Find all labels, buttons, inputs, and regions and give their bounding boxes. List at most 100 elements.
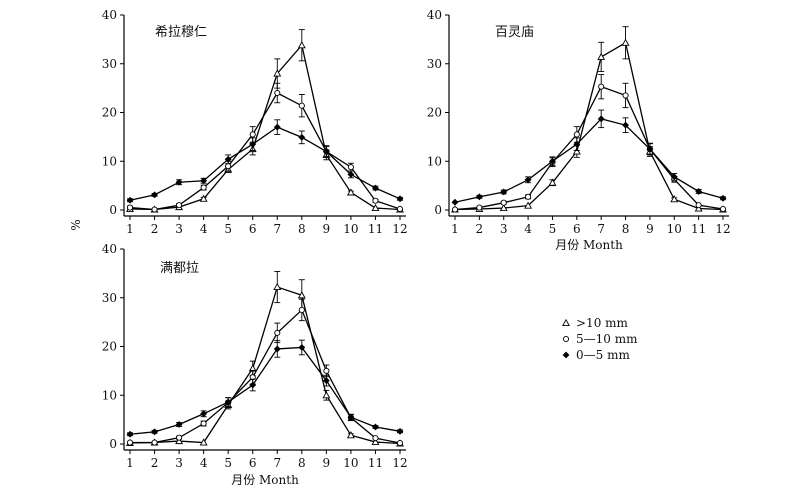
x-tick-label: 10 (343, 456, 358, 470)
data-point (273, 282, 282, 291)
x-tick-label: 1 (126, 222, 134, 236)
data-point (346, 188, 355, 196)
data-point (525, 193, 532, 200)
x-tick-label: 9 (646, 222, 654, 236)
panel-title: 希拉穆仁 (155, 25, 207, 40)
x-tick-label: 4 (524, 222, 532, 236)
data-point (548, 178, 557, 186)
data-point (524, 176, 532, 184)
data-point (273, 123, 281, 131)
data-point (200, 420, 207, 427)
data-point (597, 115, 605, 123)
x-tick-label: 7 (273, 222, 281, 236)
x-tick-label: 7 (273, 456, 281, 470)
data-point (199, 438, 208, 446)
legend-item: 5—10 mm (562, 332, 638, 346)
x-tick-label: 5 (224, 456, 232, 470)
x-tick-label: 11 (368, 456, 383, 470)
series-line (454, 41, 724, 211)
data-point (297, 291, 306, 299)
legend-label: 0—5 mm (576, 348, 630, 362)
series-2 (126, 298, 404, 447)
data-point (249, 381, 257, 389)
data-point (500, 188, 508, 196)
data-point (475, 193, 483, 201)
legend-marker-diamond (562, 351, 570, 359)
data-point (274, 89, 281, 97)
data-point (273, 345, 281, 353)
x-tick-label: 6 (249, 456, 257, 470)
data-point (694, 204, 703, 212)
y-tick-label: 40 (102, 8, 117, 22)
data-point (371, 203, 380, 212)
x-tick-label: 5 (224, 222, 232, 236)
x-tick-label: 12 (392, 222, 407, 236)
data-point (298, 344, 306, 351)
x-tick-label: 1 (451, 222, 459, 236)
legend-label: 5—10 mm (576, 332, 638, 346)
x-tick-label: 7 (597, 222, 605, 236)
x-tick-label: 1 (126, 456, 134, 470)
data-point (200, 410, 208, 418)
y-tick-label: 10 (102, 154, 117, 168)
x-tick-label: 9 (323, 222, 331, 236)
data-point (695, 188, 703, 195)
data-point (573, 131, 580, 138)
x-tick-label: 11 (368, 222, 383, 236)
data-point (719, 194, 727, 202)
series-line (129, 346, 401, 435)
x-tick-label: 4 (200, 456, 208, 470)
x-tick-label: 12 (715, 222, 730, 236)
data-point (347, 170, 355, 178)
x-tick-label: 2 (151, 222, 159, 236)
x-tick-label: 8 (622, 222, 630, 236)
data-point (126, 196, 134, 204)
x-tick-label: 8 (298, 456, 306, 470)
data-point (499, 203, 508, 212)
data-point (224, 398, 232, 406)
data-point (347, 164, 354, 171)
data-point (396, 427, 404, 435)
series-1 (126, 270, 404, 447)
legend-marker-triangle (562, 318, 570, 327)
series-3 (451, 109, 727, 206)
data-point (175, 421, 183, 428)
x-tick-label: 4 (200, 222, 208, 236)
y-tick-label: 10 (427, 154, 442, 168)
data-point (371, 437, 380, 446)
data-point (622, 121, 629, 129)
data-point (372, 197, 379, 204)
data-point (249, 131, 256, 138)
data-point (176, 202, 183, 209)
data-point (451, 206, 459, 213)
x-tick-label: 2 (476, 222, 484, 236)
x-tick-label: 9 (323, 456, 331, 470)
data-point (372, 435, 379, 442)
series-line (129, 92, 401, 211)
data-point (500, 199, 507, 206)
data-point (572, 147, 581, 155)
panel-title: 百灵庙 (495, 25, 534, 40)
data-point (200, 177, 208, 185)
data-point (176, 434, 183, 441)
series-line (454, 118, 724, 203)
series-line (129, 126, 401, 201)
data-point (549, 157, 556, 165)
legend-item: 0—5 mm (562, 348, 630, 362)
data-point (323, 367, 330, 374)
data-point (396, 439, 404, 447)
data-point (151, 206, 158, 213)
legend-label: >10 mm (576, 316, 629, 330)
data-point (224, 155, 232, 163)
x-tick-label: 3 (175, 222, 183, 236)
y-tick-label: 20 (102, 106, 117, 120)
data-point (249, 140, 257, 148)
data-point (175, 178, 183, 186)
x-tick-label: 3 (500, 222, 508, 236)
data-point (126, 439, 134, 446)
series-2 (126, 82, 404, 213)
data-point (524, 201, 533, 209)
series-line (454, 85, 724, 211)
series-1 (451, 26, 727, 213)
